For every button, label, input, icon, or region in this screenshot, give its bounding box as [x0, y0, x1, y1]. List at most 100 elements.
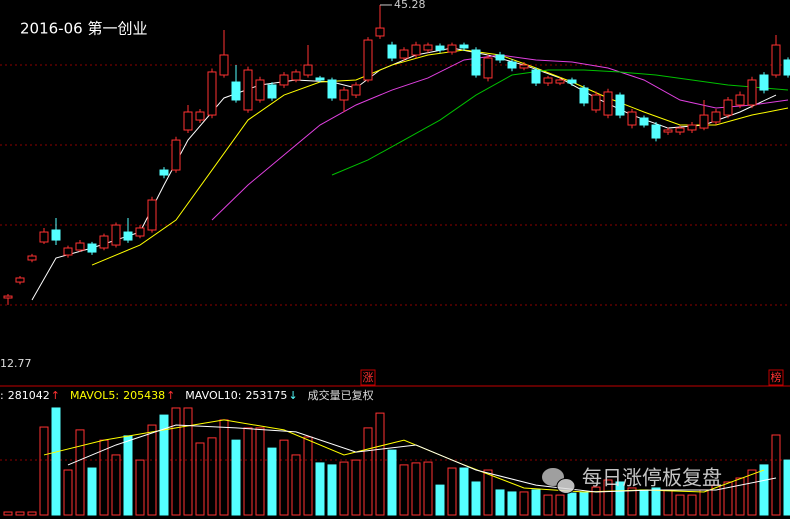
volume-bar: [207, 437, 217, 516]
candle-body: [411, 44, 421, 56]
candle-body: [447, 44, 457, 53]
volume-bar: [531, 489, 541, 516]
volume-bar: [459, 467, 469, 516]
candle-body: [375, 27, 385, 37]
volume-bar: [651, 487, 661, 516]
volume-bar: [255, 427, 265, 516]
candle-body: [219, 54, 229, 76]
volume-bar: [123, 435, 133, 516]
volume-bar: [735, 477, 745, 516]
volume-bar: [279, 439, 289, 516]
chart-title: 2016-06 第一创业: [20, 20, 147, 38]
candle-body: [3, 295, 13, 299]
marker-box: [360, 369, 376, 386]
volume-bar: [543, 494, 553, 516]
volume-bar: [567, 492, 577, 516]
mavol-line: [67, 424, 777, 493]
volume-bar: [687, 494, 697, 516]
volume-bar: [267, 447, 277, 516]
volume-bar: [423, 461, 433, 516]
candle-body: [663, 129, 673, 133]
candle-body: [15, 277, 25, 283]
candle-body: [351, 84, 361, 96]
volume-bar: [51, 407, 61, 516]
candle-body: [423, 44, 433, 51]
candle-body: [687, 124, 697, 131]
volume-bar: [183, 407, 193, 516]
candle-body: [555, 79, 565, 84]
volume-bar: [3, 511, 13, 516]
high-label: 45.28: [394, 0, 426, 11]
candle-body: [99, 235, 109, 249]
marker: 榜: [771, 370, 782, 384]
candle-body: [495, 54, 505, 61]
volume-bar: [447, 467, 457, 516]
volume-bar: [15, 511, 25, 516]
volume-bar: [771, 434, 781, 516]
volume-bar: [243, 427, 253, 516]
volume-bar: [783, 459, 790, 516]
volume-bar: [87, 467, 97, 516]
legend-bg: [0, 388, 380, 404]
candle-body: [531, 69, 541, 84]
candle-body: [639, 117, 649, 126]
candle-body: [171, 139, 181, 171]
legend-text: ↑: [51, 389, 60, 402]
volume-bar: [591, 486, 601, 516]
candle-body: [207, 71, 217, 116]
volume-bar: [375, 412, 385, 516]
volume-bar: [747, 469, 757, 516]
volume-bar: [675, 494, 685, 516]
candle-body: [255, 79, 265, 101]
candle-body: [363, 39, 373, 81]
candle-body: [63, 247, 73, 256]
volume-bar: [111, 454, 121, 516]
wechat-icon: [556, 478, 576, 494]
candle-body: [711, 111, 721, 123]
candle-body: [111, 224, 121, 246]
legend-text: ↑: [166, 389, 175, 402]
candle-body: [543, 77, 553, 84]
legend-text: 253175: [245, 389, 287, 402]
low-label: 12.77: [0, 357, 32, 370]
volume-bar: [303, 436, 313, 516]
volume-bar: [507, 491, 517, 516]
volume-bar: [147, 424, 157, 516]
volume-bar: [63, 469, 73, 516]
candle-body: [615, 94, 625, 116]
candle-body: [771, 44, 781, 76]
volume-bar: [363, 427, 373, 516]
volume-bar: [315, 462, 325, 516]
candle-body: [603, 91, 613, 116]
candle-body: [519, 64, 529, 69]
candle-body: [87, 243, 97, 253]
volume-bar: [27, 511, 37, 516]
volume-bar: [639, 489, 649, 516]
ma-line: [91, 49, 789, 266]
candle-body: [75, 242, 85, 251]
candle-body: [507, 61, 517, 69]
candle-body: [723, 99, 733, 116]
volume-bar: [435, 484, 445, 516]
legend-text: MAVOL10:: [185, 389, 241, 402]
candle-body: [135, 227, 145, 237]
candle-body: [591, 94, 601, 111]
volume-bar: [495, 489, 505, 516]
candle-body: [327, 79, 337, 99]
candle-body: [27, 255, 37, 261]
volume-bar: [291, 454, 301, 516]
candle-body: [279, 74, 289, 86]
candle-body: [651, 124, 661, 139]
marker: 涨: [363, 371, 374, 384]
legend-text: 281042: [8, 389, 50, 402]
candle-body: [747, 79, 757, 106]
volume-bar: [171, 407, 181, 516]
candle-body: [243, 69, 253, 111]
candle-body: [399, 49, 409, 59]
candle-body: [759, 74, 769, 91]
legend-text: 205438: [123, 389, 165, 402]
candle-body: [267, 84, 277, 99]
